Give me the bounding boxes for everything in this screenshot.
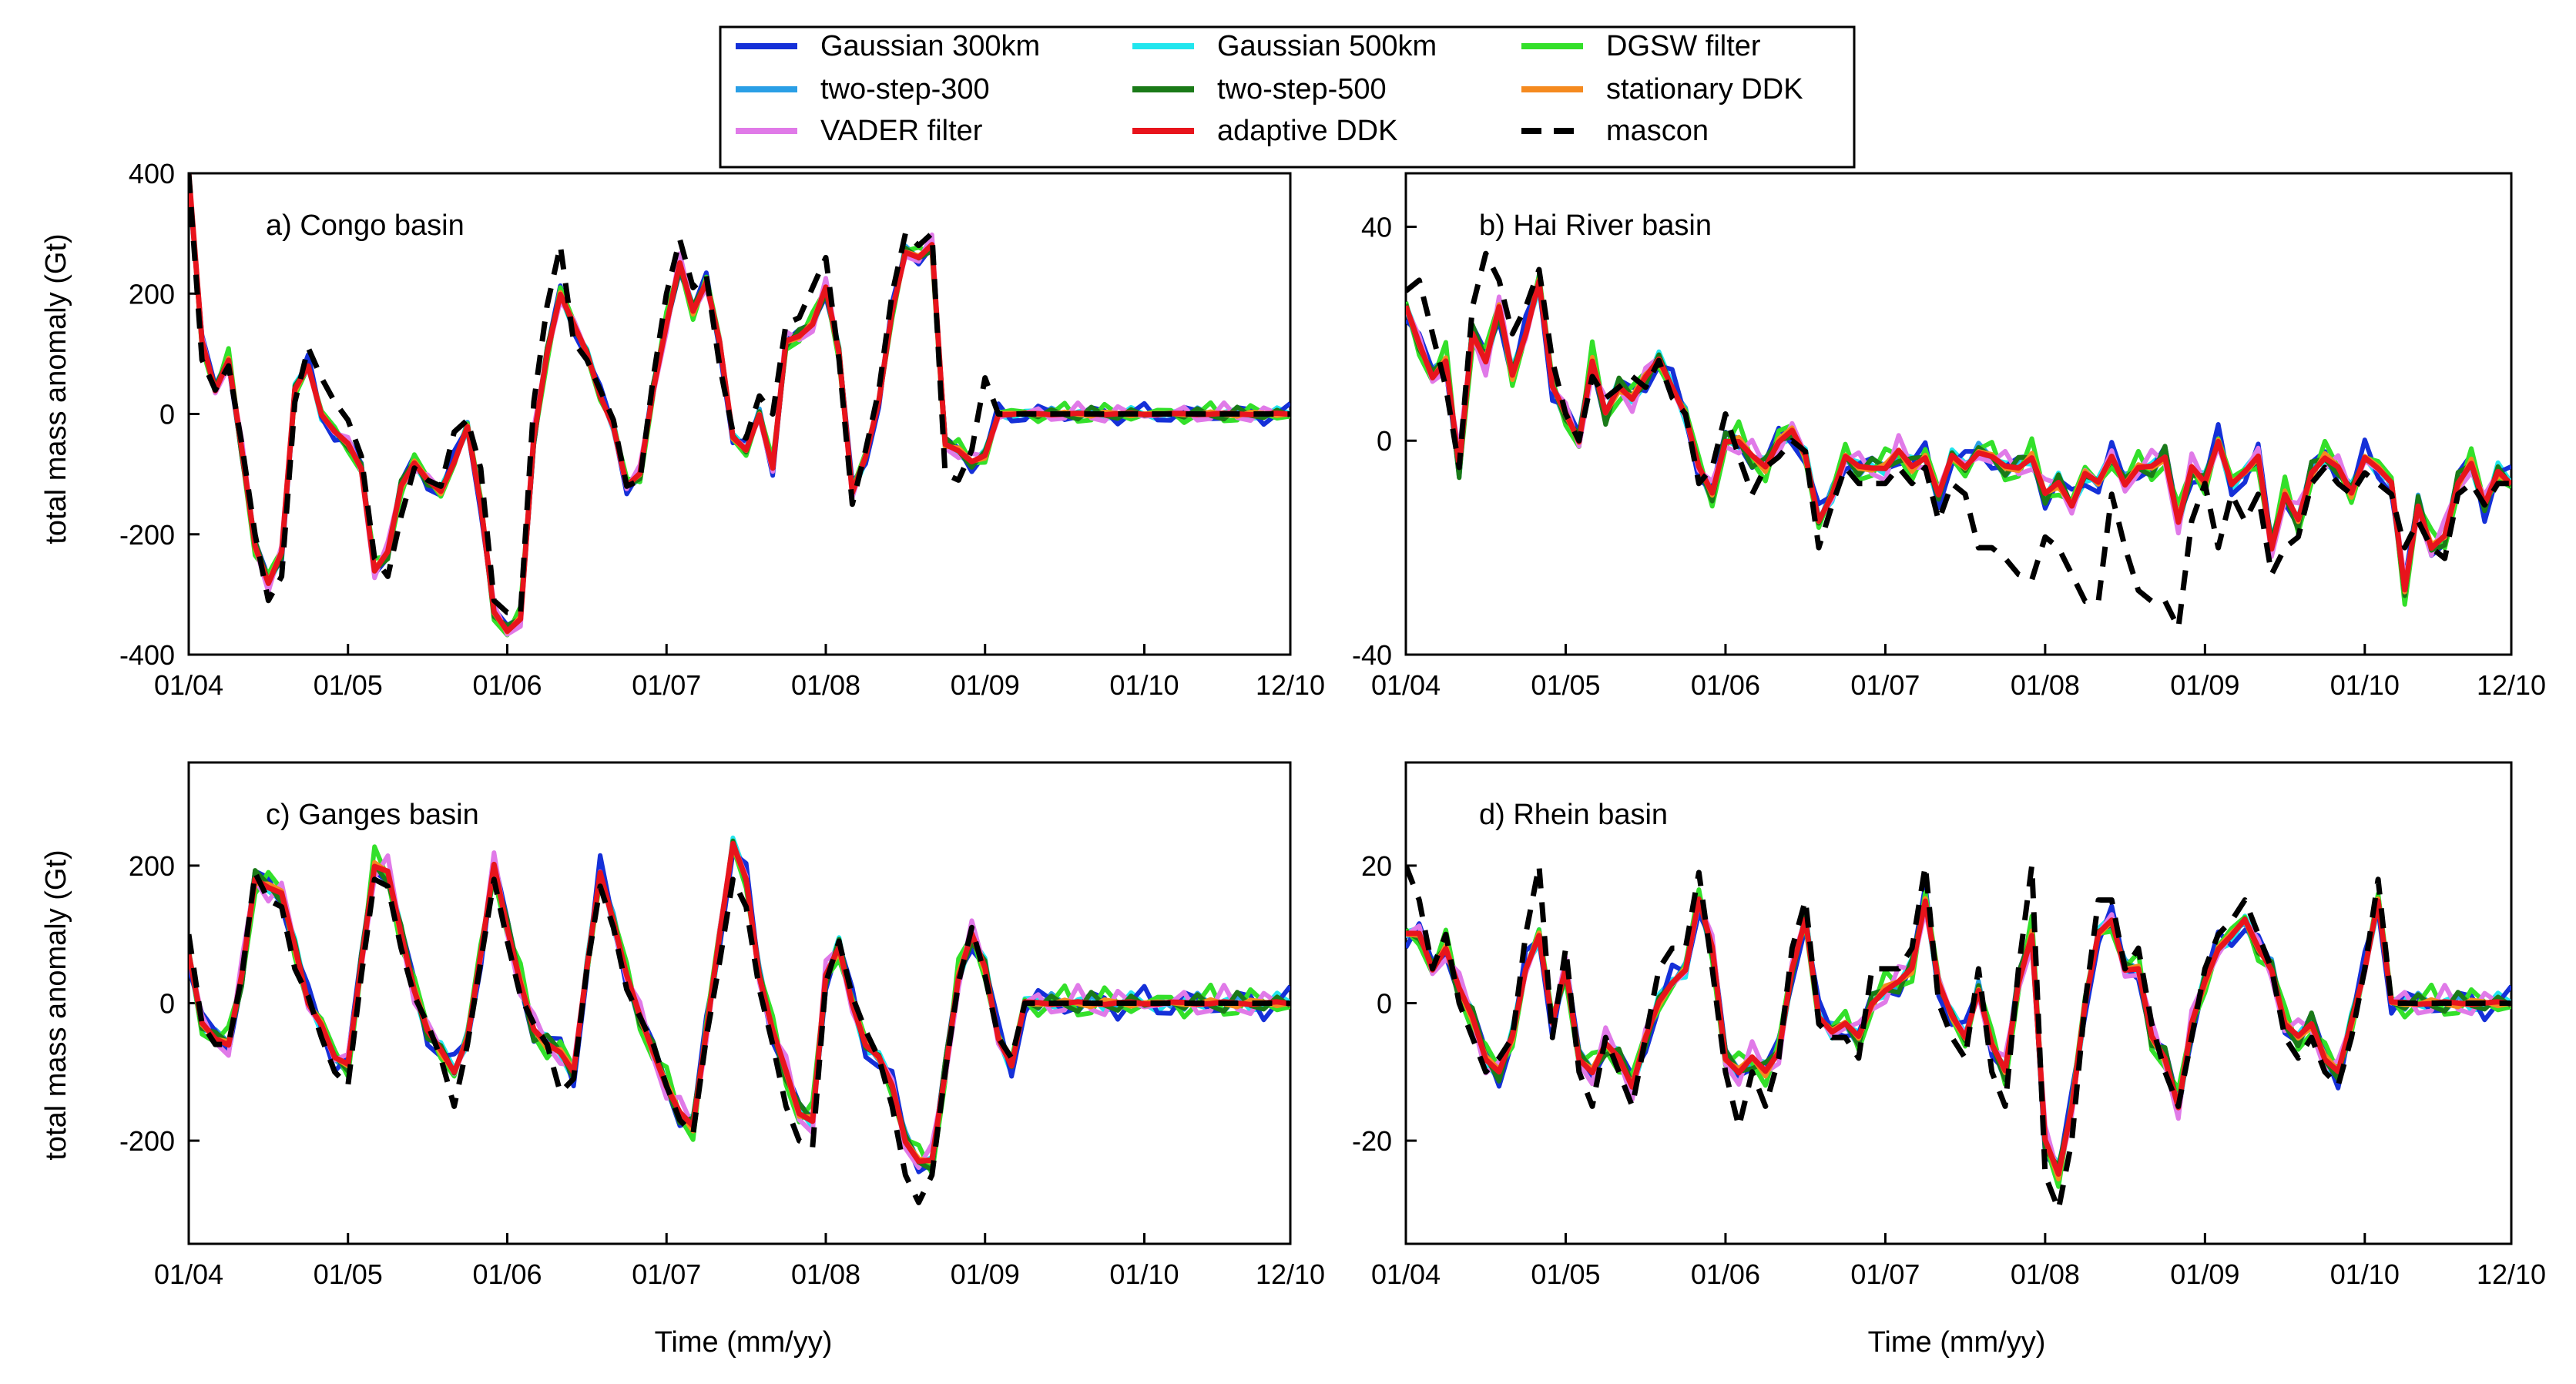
y-tick-label-d-2: 20	[1361, 850, 1392, 882]
y-tick-label-b-2: 40	[1361, 211, 1392, 243]
x-tick-label-b-4: 01/08	[2011, 669, 2080, 701]
y-tick-label-a-4: 400	[129, 158, 175, 189]
x-tick-label-a-6: 01/10	[1109, 669, 1179, 701]
x-tick-label-a-2: 01/06	[472, 669, 542, 701]
x-tick-label-c-4: 01/08	[791, 1258, 860, 1290]
x-tick-label-b-0: 01/04	[1371, 669, 1441, 701]
legend-label-g300: Gaussian 300km	[820, 30, 1040, 62]
panel-hai-river-basin: 01/04 01/05 01/06 01/07 01/08 01/09 01/10 12/10…	[1352, 172, 2546, 701]
series-line-b-dgsw	[1406, 273, 2511, 607]
legend-frame	[719, 25, 1856, 169]
y-tick-label-d-0: -20	[1352, 1125, 1392, 1157]
x-tick-label-a-7: 12/10	[1256, 669, 1325, 701]
series-line-d-addk	[1406, 896, 2511, 1177]
legend-label-addk: adaptive DDK	[1217, 115, 1397, 147]
x-tick-label-c-0: 01/04	[154, 1258, 223, 1290]
panel-title-b: b) Hai River basin	[1479, 209, 1712, 242]
y-axis-title-top: total mass anomaly (Gt)	[40, 233, 72, 544]
x-tick-label-a-1: 01/05	[314, 669, 383, 701]
legend-label-sddk: stationary DDK	[1606, 73, 1803, 106]
series-line-a-mascon	[189, 173, 1290, 615]
x-tick-label-c-7: 12/10	[1256, 1258, 1325, 1290]
series-line-a-g300	[189, 181, 1290, 628]
legend: Gaussian 300km Gaussian 500km DGSW filter t…	[719, 25, 1856, 169]
legend-label-vader: VADER filter	[820, 115, 983, 147]
x-tick-label-d-2: 01/06	[1691, 1258, 1760, 1290]
x-tick-label-d-7: 12/10	[2477, 1258, 2546, 1290]
x-tick-label-c-3: 01/07	[632, 1258, 701, 1290]
panel-title-c: c) Ganges basin	[266, 799, 479, 831]
y-axis-title-bottom: total mass anomaly (Gt)	[40, 850, 72, 1160]
legend-label-mascon: mascon	[1606, 115, 1709, 147]
x-tick-label-a-3: 01/07	[632, 669, 701, 701]
x-tick-label-b-6: 01/10	[2330, 669, 2400, 701]
series-line-d-mascon	[1406, 863, 2511, 1212]
x-tick-label-d-6: 01/10	[2330, 1258, 2400, 1290]
legend-label-g500: Gaussian 500km	[1217, 30, 1437, 62]
y-tick-label-c-2: 200	[129, 850, 175, 882]
x-axis-title-left: Time (mm/yy)	[655, 1326, 833, 1359]
y-tick-label-a-0: -400	[119, 639, 175, 671]
x-tick-label-b-3: 01/07	[1850, 669, 1920, 701]
x-tick-label-d-3: 01/07	[1850, 1258, 1920, 1290]
x-tick-label-b-5: 01/09	[2170, 669, 2239, 701]
y-tick-label-a-3: 200	[129, 278, 175, 310]
series-line-b-mascon	[1406, 250, 2511, 631]
series-line-c-addk	[189, 840, 1290, 1165]
x-tick-label-b-2: 01/06	[1691, 669, 1760, 701]
y-tick-label-a-1: -200	[119, 519, 175, 551]
legend-label-dgsw: DGSW filter	[1606, 30, 1761, 62]
plot-frame-b	[1404, 172, 2513, 656]
x-tick-label-c-5: 01/09	[951, 1258, 1020, 1290]
panel-ganges-basin: 01/04 01/05 01/06 01/07 01/08 01/09 01/10 12/10…	[119, 761, 1325, 1290]
panel-title-d: d) Rhein basin	[1479, 799, 1668, 831]
panel-title-a: a) Congo basin	[266, 209, 465, 242]
y-tick-label-d-1: 0	[1377, 988, 1392, 1020]
x-tick-label-d-4: 01/08	[2011, 1258, 2080, 1290]
y-tick-label-c-1: 0	[159, 988, 175, 1020]
x-tick-label-d-0: 01/04	[1371, 1258, 1441, 1290]
x-tick-label-b-7: 12/10	[2477, 669, 2546, 701]
x-tick-label-a-5: 01/09	[951, 669, 1020, 701]
legend-label-ts300: two-step-300	[820, 73, 990, 106]
y-tick-label-b-0: -40	[1352, 639, 1392, 671]
y-tick-label-c-0: -200	[119, 1125, 175, 1157]
x-tick-label-a-0: 01/04	[154, 669, 223, 701]
panel-rhein-basin: 01/04 01/05 01/06 01/07 01/08 01/09 01/10 12/10…	[1352, 761, 2546, 1290]
x-tick-label-c-1: 01/05	[314, 1258, 383, 1290]
x-tick-label-a-4: 01/08	[791, 669, 860, 701]
series-line-a-vader	[189, 173, 1290, 637]
series-line-a-sddk	[189, 173, 1290, 635]
series-line-b-addk	[1406, 279, 2511, 593]
series-line-c-mascon	[189, 870, 1290, 1205]
panel-congo-basin: 01/04 01/05 01/06 01/07 01/08 01/09 01/10 12/10…	[119, 158, 1325, 701]
y-tick-label-a-2: 0	[159, 399, 175, 431]
x-tick-label-d-1: 01/05	[1531, 1258, 1600, 1290]
x-tick-label-d-5: 01/09	[2170, 1258, 2239, 1290]
x-tick-label-c-2: 01/06	[472, 1258, 542, 1290]
x-tick-label-b-1: 01/05	[1531, 669, 1600, 701]
legend-label-ts500: two-step-500	[1217, 73, 1387, 106]
y-tick-label-b-1: 0	[1377, 425, 1392, 457]
x-axis-title-right: Time (mm/yy)	[1868, 1326, 2046, 1359]
x-tick-label-c-6: 01/10	[1109, 1258, 1179, 1290]
